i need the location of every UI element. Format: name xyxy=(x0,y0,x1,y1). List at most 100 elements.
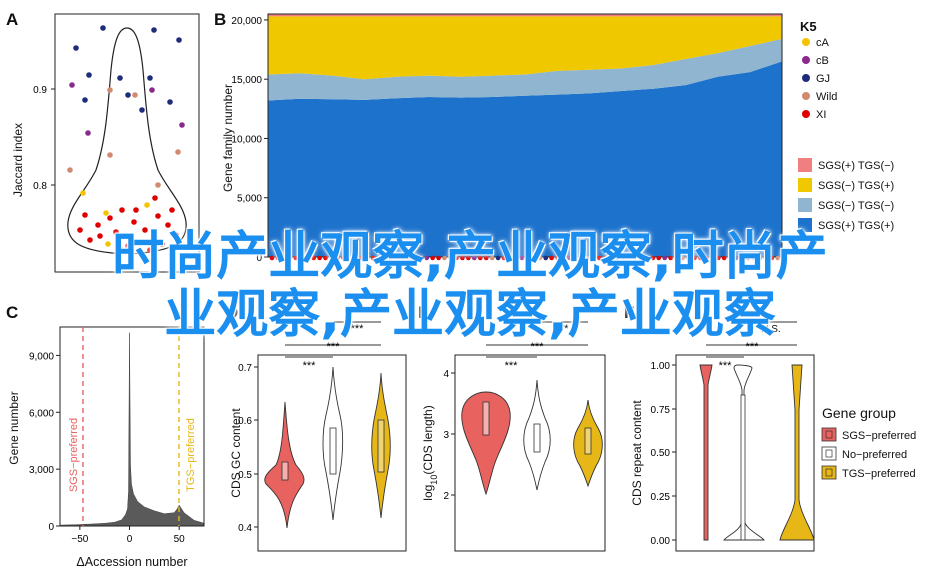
panel-b-sample-dot xyxy=(442,255,447,261)
ytick-label: 0.00 xyxy=(651,536,671,547)
ytick-label: 0.7 xyxy=(238,363,252,374)
panel-c-tgs-label: TGS−preferred xyxy=(185,418,197,492)
legend-k5-swatch xyxy=(802,110,810,118)
panel-b-sample-dot xyxy=(358,255,364,261)
panel-b-sample-dot xyxy=(275,255,281,261)
legend-k5-label: cB xyxy=(816,55,829,67)
legend-gene-group-box-glyph xyxy=(825,449,833,458)
panel-b-sample-dot xyxy=(668,255,673,261)
panel-a-violin xyxy=(67,27,187,255)
panel-e-ylabel: log10(CDS length) xyxy=(421,405,439,500)
legend-sgs-tgs-swatch xyxy=(798,218,812,232)
panel-c-ytick-label: 9,000 xyxy=(29,351,54,362)
legend-sgs-tgs-swatch xyxy=(798,198,812,212)
panel-b-sample-dot xyxy=(692,255,697,261)
panel-b-ytick-label: 0 xyxy=(256,253,262,264)
panel-b-sample-dot xyxy=(561,255,566,261)
panel-b-sample-dot xyxy=(472,255,477,261)
legend-sgs-tgs-label: SGS(+) TGS(−) xyxy=(818,160,894,172)
panel-b-sample-dot xyxy=(448,255,453,261)
legend-gene-group-label: SGS−preferred xyxy=(842,430,916,442)
ytick-label: 0.5 xyxy=(238,470,252,481)
panel-a-point-xi xyxy=(82,212,88,218)
panel-a-point-wild xyxy=(175,149,181,155)
legend-k5-title: K5 xyxy=(800,19,817,34)
panel-a-point-ca xyxy=(105,241,111,247)
panel-e-sig-1: *** xyxy=(505,360,519,372)
panel-a-point-wild xyxy=(107,87,113,93)
area-sgstgs xyxy=(268,16,782,80)
panel-b-sample-dot xyxy=(698,255,703,261)
panel-b-sample-dot xyxy=(555,255,560,261)
panel-f-sig-3: N.S. xyxy=(761,324,780,335)
panel-b-sample-dot xyxy=(591,255,596,261)
panel-a-point-wild xyxy=(67,167,73,173)
legend-gene-group-box-glyph xyxy=(825,430,833,439)
panel-e-box-no xyxy=(533,423,541,453)
panel-b-sample-dot xyxy=(281,255,287,261)
ytick-label: 0.6 xyxy=(238,416,252,427)
panel-b-sample-dot xyxy=(614,255,620,261)
panel-b-sample-dot xyxy=(364,255,370,261)
panel-b-sample-dot xyxy=(579,255,584,261)
panel-b-sample-dot xyxy=(353,255,358,261)
ytick-label: 0.4 xyxy=(238,523,252,534)
panel-b-sample-dots xyxy=(269,255,781,261)
panel-b-sample-dot xyxy=(412,255,418,261)
legend-gene-group-swatch xyxy=(821,465,837,480)
panel-a-point-xi xyxy=(95,222,101,228)
panel-a-point-xi xyxy=(169,207,175,213)
panel-b-sample-dot xyxy=(769,255,775,261)
panel-a-point-xi xyxy=(133,207,139,213)
panel-c-ticks: 0 3,000 6,000 9,000 −50 0 50 xyxy=(29,351,185,545)
legend-gene-group-label: TGS−preferred xyxy=(842,468,916,480)
panel-b-sample-dot xyxy=(721,255,727,261)
panel-b-sample-dot xyxy=(495,255,501,261)
panel-b-sample-dot xyxy=(751,255,757,261)
panel-f-violin-tgs xyxy=(779,364,815,541)
panel-c-histogram-area xyxy=(59,332,205,527)
panel-b-sample-dot xyxy=(335,255,340,261)
panel-b-sample-dot xyxy=(507,255,513,261)
panel-b-sample-dot xyxy=(287,255,293,261)
panel-d-sig-3: *** xyxy=(351,323,365,335)
panel-d-box-sgs xyxy=(281,461,289,481)
panel-b-ylabel: Gene family number xyxy=(221,84,235,192)
panel-b-sample-dot xyxy=(644,255,650,261)
panel-b-sample-dot xyxy=(662,255,667,261)
panel-a-point-xi xyxy=(147,247,153,253)
panel-b-sample-dot xyxy=(424,255,430,261)
panel-b-sample-dot xyxy=(406,255,412,261)
panel-letter-c: C xyxy=(6,303,19,322)
panel-a-point-gj xyxy=(125,92,131,98)
panel-a-point-xi xyxy=(119,207,125,213)
panel-b-sample-dot xyxy=(483,255,489,261)
area-sgstgs xyxy=(268,61,782,258)
panel-e-violin-tgs xyxy=(573,399,603,488)
panel-a-point-gj xyxy=(117,75,123,81)
watermark-overlay-text: 时尚产业观察,产业观察,时尚产 业观察,产业观察,产业观察 xyxy=(20,228,920,344)
panel-a-point-xi xyxy=(97,233,103,239)
panel-b-sample-dot xyxy=(638,255,644,261)
panel-e-box-sgs xyxy=(482,401,490,436)
panel-b-sample-dot xyxy=(460,255,465,261)
panel-a-frame xyxy=(54,13,200,273)
panel-b-sample-dot xyxy=(477,255,483,261)
panel-a-point-xi xyxy=(77,227,83,233)
panel-a-point-gj xyxy=(86,72,92,78)
panel-b-frame xyxy=(267,13,783,258)
panel-b-sample-dot xyxy=(549,255,554,261)
panel-b-sample-dot xyxy=(525,255,531,261)
panel-e-violin-sgs xyxy=(461,391,511,496)
panel-a-point-wild xyxy=(155,182,161,188)
panel-a-point-xi xyxy=(159,241,165,247)
panel-c-ytick-label: 3,000 xyxy=(29,465,54,476)
panel-b-sample-dot xyxy=(537,255,543,261)
legend-gene-group-label: No−preferred xyxy=(842,449,907,461)
legend-sgs-tgs-label: SGS(−) TGS(−) xyxy=(818,200,894,212)
panel-a-point-xi xyxy=(113,229,119,235)
panel-a-point-wild xyxy=(107,152,113,158)
panel-b-sample-dot xyxy=(299,255,305,261)
panel-e-sig-2: *** xyxy=(531,341,545,353)
